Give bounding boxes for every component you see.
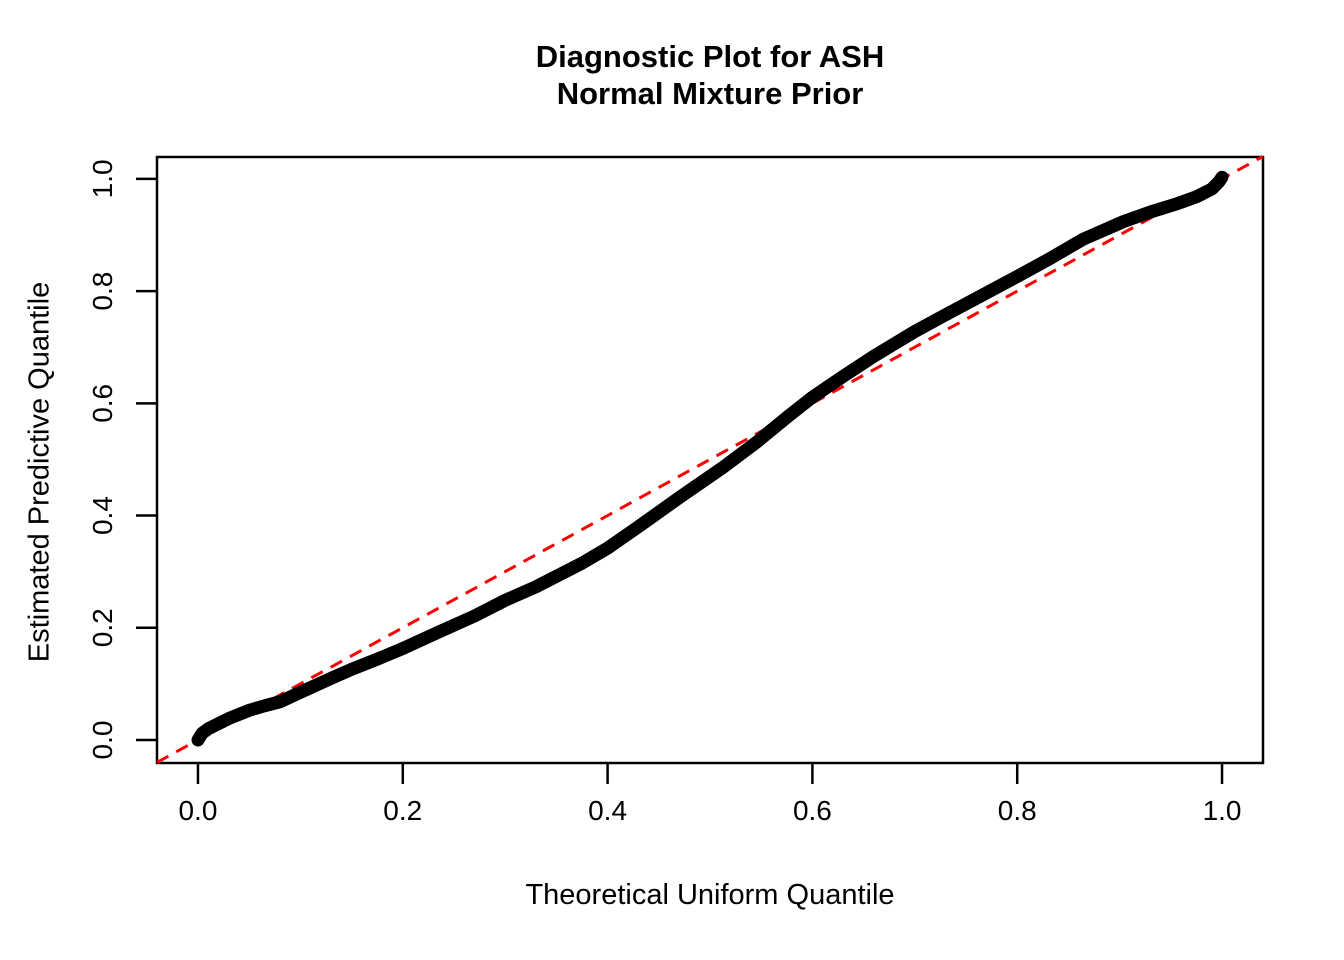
chart-title-line-1: Diagnostic Plot for ASH bbox=[535, 39, 885, 74]
y-tick-label: 0.4 bbox=[87, 496, 118, 535]
x-tick-label: 0.0 bbox=[178, 795, 217, 826]
y-tick-label: 0.8 bbox=[87, 272, 118, 311]
chart-title: Diagnostic Plot for ASH Normal Mixture P… bbox=[157, 38, 1263, 112]
reference-diagonal-line bbox=[156, 155, 1264, 764]
x-tick-label: 0.2 bbox=[383, 795, 422, 826]
chart-title-line-2: Normal Mixture Prior bbox=[556, 76, 864, 111]
x-tick-label: 1.0 bbox=[1203, 795, 1242, 826]
x-tick-label: 0.8 bbox=[998, 795, 1037, 826]
y-tick-label: 1.0 bbox=[87, 159, 118, 198]
y-tick-label: 0.0 bbox=[87, 721, 118, 760]
quantile-curve bbox=[191, 170, 1229, 747]
plot-border-box bbox=[155, 155, 1265, 765]
y-tick-label: 0.6 bbox=[87, 384, 118, 423]
x-axis-title: Theoretical Uniform Quantile bbox=[525, 879, 895, 911]
y-tick-label: 0.2 bbox=[87, 608, 118, 647]
x-tick-label: 0.4 bbox=[588, 795, 627, 826]
y-axis-title-text: Estimated Predictive Quantile bbox=[23, 281, 56, 663]
x-tick-label: 0.6 bbox=[793, 795, 832, 826]
